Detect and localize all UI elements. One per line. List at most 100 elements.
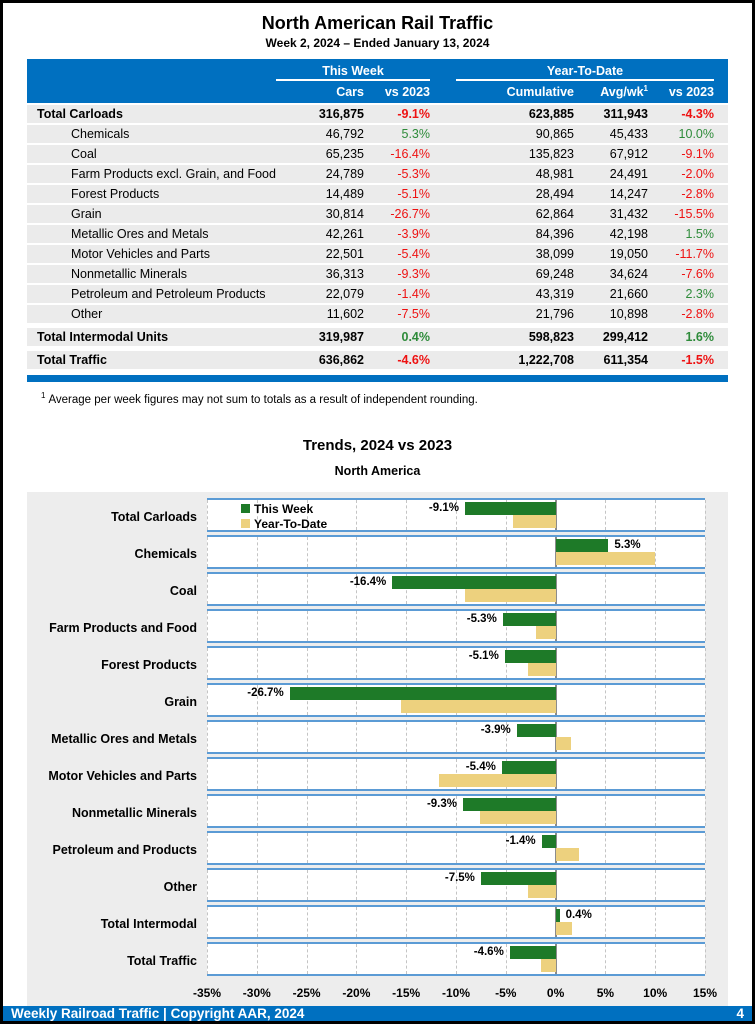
vs2023-ytd-value: 1.5% [685,227,715,242]
gridline [505,722,507,752]
zero-axis-line [554,500,557,530]
chart-row: Grain -26.7% [27,683,728,720]
chart-category-label: Metallic Ores and Metals [51,731,197,746]
cumulative-value: 623,885 [528,107,574,122]
vs2023-ytd-value: -15.5% [674,207,714,222]
bar-this-week [504,650,556,663]
gridline [356,537,358,567]
bar-year-to-date [479,811,556,824]
gridline [306,537,308,567]
gridline [207,648,208,678]
avgwk-value: 21,660 [609,287,648,302]
row-label: Farm Products excl. Grain, and Food [71,167,276,182]
gridline [207,759,208,789]
gridline [456,537,457,567]
avgwk-value: 299,412 [602,330,648,345]
chart-category-label: Coal [169,583,197,598]
chart-row: Motor Vehicles and Parts -5.4% [27,757,728,794]
row-label: Coal [71,147,97,162]
gridline [207,611,208,641]
gridline [655,833,657,863]
vs2023-week-value: -7.5% [397,307,430,322]
table-row: Grain 30,814 -26.7% 62,864 31,432 -15.5% [27,205,728,224]
cars-value: 30,814 [325,207,364,222]
chart-panel: Total Carloads -9.1% This Week Year-To-Date… [27,492,728,1006]
traffic-table: This Week Year-To-Date Cars vs 2023 Cumu… [27,59,728,371]
gridline [306,685,308,715]
gridline [306,759,308,789]
gridline [456,722,457,752]
avgwk-value: 34,624 [609,267,648,282]
bar-data-label: -4.6% [473,946,504,958]
gridline [605,685,607,715]
gridline [456,648,457,678]
table-footnote: 1 Average per week figures may not sum to… [41,391,728,406]
gridline [705,833,706,863]
bar-this-week [555,909,560,922]
gridline [256,907,258,937]
cars-value: 14,489 [325,187,364,202]
column-header-vs2023-week: vs 2023 [384,85,430,100]
table-group-header-row: This Week Year-To-Date [27,59,714,81]
bar-data-label: -5.1% [468,650,499,662]
x-axis-tick-label: 10% [643,986,668,1000]
cars-value: 65,235 [325,147,364,162]
cars-value: 22,501 [325,247,364,262]
x-axis-tick-label: 15% [692,986,718,1000]
avgwk-value: 19,050 [609,247,648,262]
chart-row: Farm Products and Food -5.3% [27,609,728,646]
bar-data-label: -16.4% [349,576,387,588]
vs2023-ytd-value: -2.8% [681,187,714,202]
gridline [207,796,208,826]
gridline [406,611,408,641]
gridline [406,537,408,567]
chart-title: Trends, 2024 vs 2023 [302,437,453,454]
gridline [207,907,208,937]
table-row: Total Traffic 636,862 -4.6% 1,222,708 611,35… [27,351,728,370]
chart-row: Nonmetallic Minerals -9.3% [27,794,728,831]
chart-subtitle: North America [334,464,421,478]
gridline [705,574,706,604]
gridline [605,611,607,641]
zero-axis-line [554,611,557,641]
gridline [655,907,657,937]
chart-row: Total Intermodal 0.4% [27,905,728,942]
gridline [406,833,408,863]
x-axis-tick-label: -30% [242,986,271,1000]
vs2023-week-value: -5.4% [397,247,430,262]
chart-row: Metallic Ores and Metals -3.9% [27,720,728,757]
gridline [655,611,657,641]
bar-this-week [502,613,556,626]
cumulative-value: 28,494 [535,187,574,202]
bar-year-to-date [555,552,656,565]
gridline [705,500,706,530]
chart-row: Total Traffic -4.6% [27,942,728,979]
bar-year-to-date [535,626,556,639]
row-label: Motor Vehicles and Parts [71,247,210,262]
cumulative-value: 21,796 [535,307,574,322]
gridline [207,870,208,900]
gridline [705,796,706,826]
gridline [605,574,607,604]
column-gap [430,165,456,183]
gridline [655,796,657,826]
column-gap [430,285,456,303]
gridline [406,574,408,604]
cumulative-value: 598,823 [528,330,574,345]
bar-this-week [501,761,556,774]
gridline [306,833,308,863]
table-header: This Week Year-To-Date Cars vs 2023 Cumu… [27,59,728,104]
vs2023-week-value: 5.3% [401,127,431,142]
gridline [705,944,706,974]
gridline [306,796,308,826]
vs2023-ytd-value: -2.0% [681,167,714,182]
table-row: Other 11,602 -7.5% 21,796 10,898 -2.8% [27,305,728,324]
gridline [356,648,358,678]
row-label: Nonmetallic Minerals [71,267,188,282]
table-row: Coal 65,235 -16.4% 135,823 67,912 -9.1% [27,145,728,164]
zero-axis-line [554,574,557,604]
chart-header: Trends, 2024 vs 2023 North America [3,436,752,480]
bar-year-to-date [464,589,556,602]
cars-value: 319,987 [318,330,364,345]
vs2023-week-value: -5.3% [397,167,430,182]
